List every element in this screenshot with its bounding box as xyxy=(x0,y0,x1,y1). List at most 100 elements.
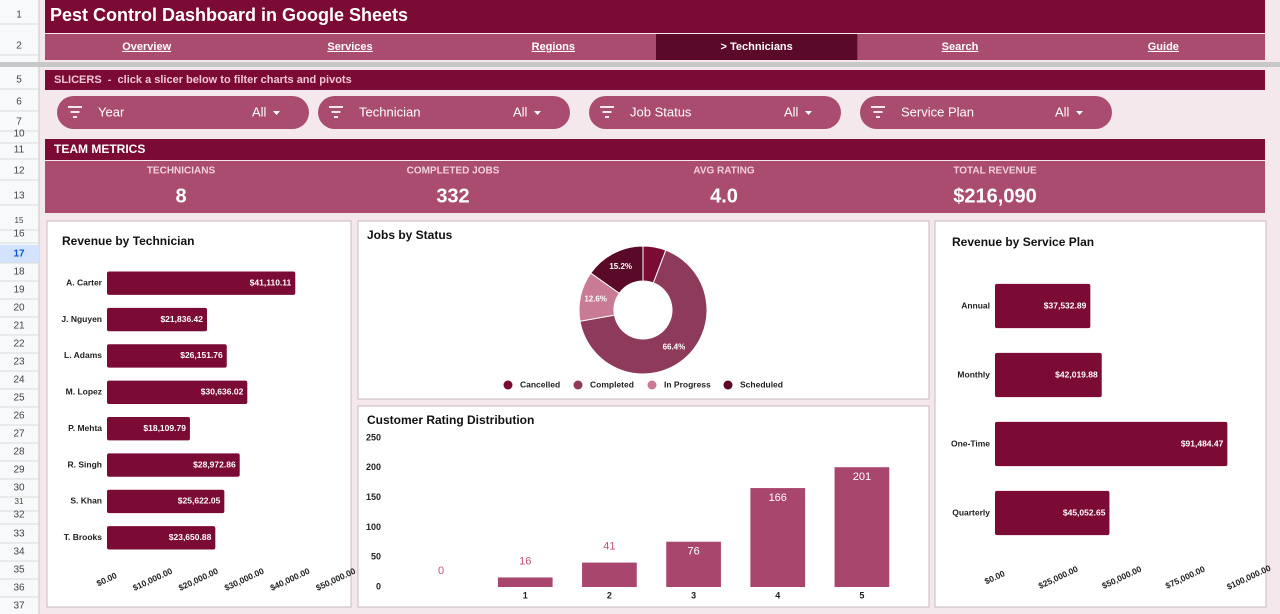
y-tick-label: 100 xyxy=(366,522,381,532)
row-number: 34 xyxy=(13,547,25,558)
metric-label: TOTAL REVENUE xyxy=(953,166,1037,177)
row-number: 10 xyxy=(13,129,25,140)
slicer-value: All xyxy=(1055,104,1070,119)
metric-label: AVG RATING xyxy=(693,166,755,177)
category-label: Quarterly xyxy=(952,507,990,517)
category-label: P. Mehta xyxy=(68,423,102,433)
bar xyxy=(582,562,637,587)
nav-active xyxy=(656,34,858,60)
nav-link[interactable]: Regions xyxy=(532,41,575,53)
slicer[interactable] xyxy=(860,96,1112,129)
bar xyxy=(107,453,240,477)
row-number: 12 xyxy=(13,166,25,177)
dropdown-arrow xyxy=(805,111,812,115)
filter-icon xyxy=(600,106,614,118)
nav-link[interactable]: Overview xyxy=(122,41,171,53)
row-number: 11 xyxy=(14,145,25,156)
value-label: 166 xyxy=(769,492,787,504)
row-number: 31 xyxy=(15,497,24,506)
legend-swatch xyxy=(723,380,733,390)
row-gutter xyxy=(0,0,39,614)
bar xyxy=(497,577,553,587)
bar xyxy=(750,488,806,587)
value-label: $26,151.76 xyxy=(180,350,223,360)
row-number: 25 xyxy=(13,393,25,404)
slicer-name: Service Plan xyxy=(901,104,974,119)
x-tick-label: 2 xyxy=(607,590,612,600)
slice-label: 12.6% xyxy=(584,295,607,304)
dropdown-arrow xyxy=(273,111,280,115)
slicer[interactable] xyxy=(589,96,841,129)
value-label: $28,972.86 xyxy=(193,459,236,469)
freeze-divider xyxy=(0,62,1280,67)
value-label: 41 xyxy=(603,540,615,552)
slicer[interactable] xyxy=(318,96,570,129)
row-number: 29 xyxy=(13,465,25,476)
value-label: $91,484.47 xyxy=(1181,438,1224,448)
metrics-title-bar xyxy=(45,139,1265,160)
chart-title: Customer Rating Distribution xyxy=(367,413,534,427)
value-label: 201 xyxy=(853,471,871,483)
dropdown-arrow xyxy=(1076,111,1083,115)
legend-label: Scheduled xyxy=(740,379,783,389)
chart-title: Revenue by Service Plan xyxy=(952,235,1094,249)
metric-value: 8 xyxy=(175,185,186,207)
row-number: 23 xyxy=(13,357,25,368)
row-number: 35 xyxy=(13,565,25,576)
bar xyxy=(107,307,208,332)
value-label: 0 xyxy=(438,565,444,577)
row-number: 5 xyxy=(16,75,22,86)
slicer-value: All xyxy=(513,104,528,119)
bar xyxy=(995,283,1091,329)
row-number: 6 xyxy=(16,97,22,108)
filter-icon xyxy=(871,106,885,118)
bar xyxy=(995,352,1102,398)
nav-link[interactable]: > Technicians xyxy=(721,41,793,53)
row-number: 2 xyxy=(16,41,22,52)
category-label: Monthly xyxy=(957,369,990,379)
bar xyxy=(107,344,227,368)
dropdown-arrow xyxy=(534,111,541,115)
category-label: S. Khan xyxy=(70,496,102,506)
row-number: 1 xyxy=(16,10,22,21)
metric-value: $216,090 xyxy=(953,185,1036,207)
row-number: 7 xyxy=(16,117,22,128)
slicer[interactable] xyxy=(57,96,309,129)
legend-swatch xyxy=(503,380,513,390)
bar xyxy=(995,490,1110,536)
x-tick-label: 5 xyxy=(859,590,864,600)
value-label: $18,109.79 xyxy=(143,423,186,433)
metric-label: TECHNICIANS xyxy=(147,166,216,177)
category-label: R. Singh xyxy=(68,459,102,469)
filter-icon xyxy=(329,106,343,118)
value-label: $21,836.42 xyxy=(160,314,203,324)
slicer-name: Job Status xyxy=(630,104,692,119)
x-tick-label: 3 xyxy=(691,590,696,600)
slicer-name: Year xyxy=(98,104,125,119)
row-number: 30 xyxy=(13,483,25,494)
row-number: 17 xyxy=(13,249,25,260)
nav-link[interactable]: Guide xyxy=(1148,41,1179,53)
nav-link[interactable]: Search xyxy=(942,41,979,53)
metric-value: 4.0 xyxy=(710,185,738,207)
value-label: $30,636.02 xyxy=(201,387,244,397)
y-tick-label: 0 xyxy=(376,581,381,591)
row-highlight xyxy=(0,245,39,263)
chart-panel xyxy=(934,220,1267,608)
row-number: 32 xyxy=(13,510,25,521)
value-label: $42,019.88 xyxy=(1055,369,1098,379)
slicer-value: All xyxy=(252,104,267,119)
nav-bar xyxy=(45,34,1265,60)
category-label: A. Carter xyxy=(66,277,103,287)
pie-slice xyxy=(590,245,644,294)
nav-link[interactable]: Services xyxy=(327,41,372,53)
value-label: $25,622.05 xyxy=(178,496,221,506)
legend-swatch xyxy=(573,380,583,390)
slicers-bar xyxy=(45,70,1265,90)
filter-icon xyxy=(68,106,82,118)
chart-title: Jobs by Status xyxy=(367,228,453,242)
row-number: 28 xyxy=(13,447,25,458)
y-tick-label: 150 xyxy=(366,492,381,502)
value-label: $37,532.89 xyxy=(1044,300,1087,310)
